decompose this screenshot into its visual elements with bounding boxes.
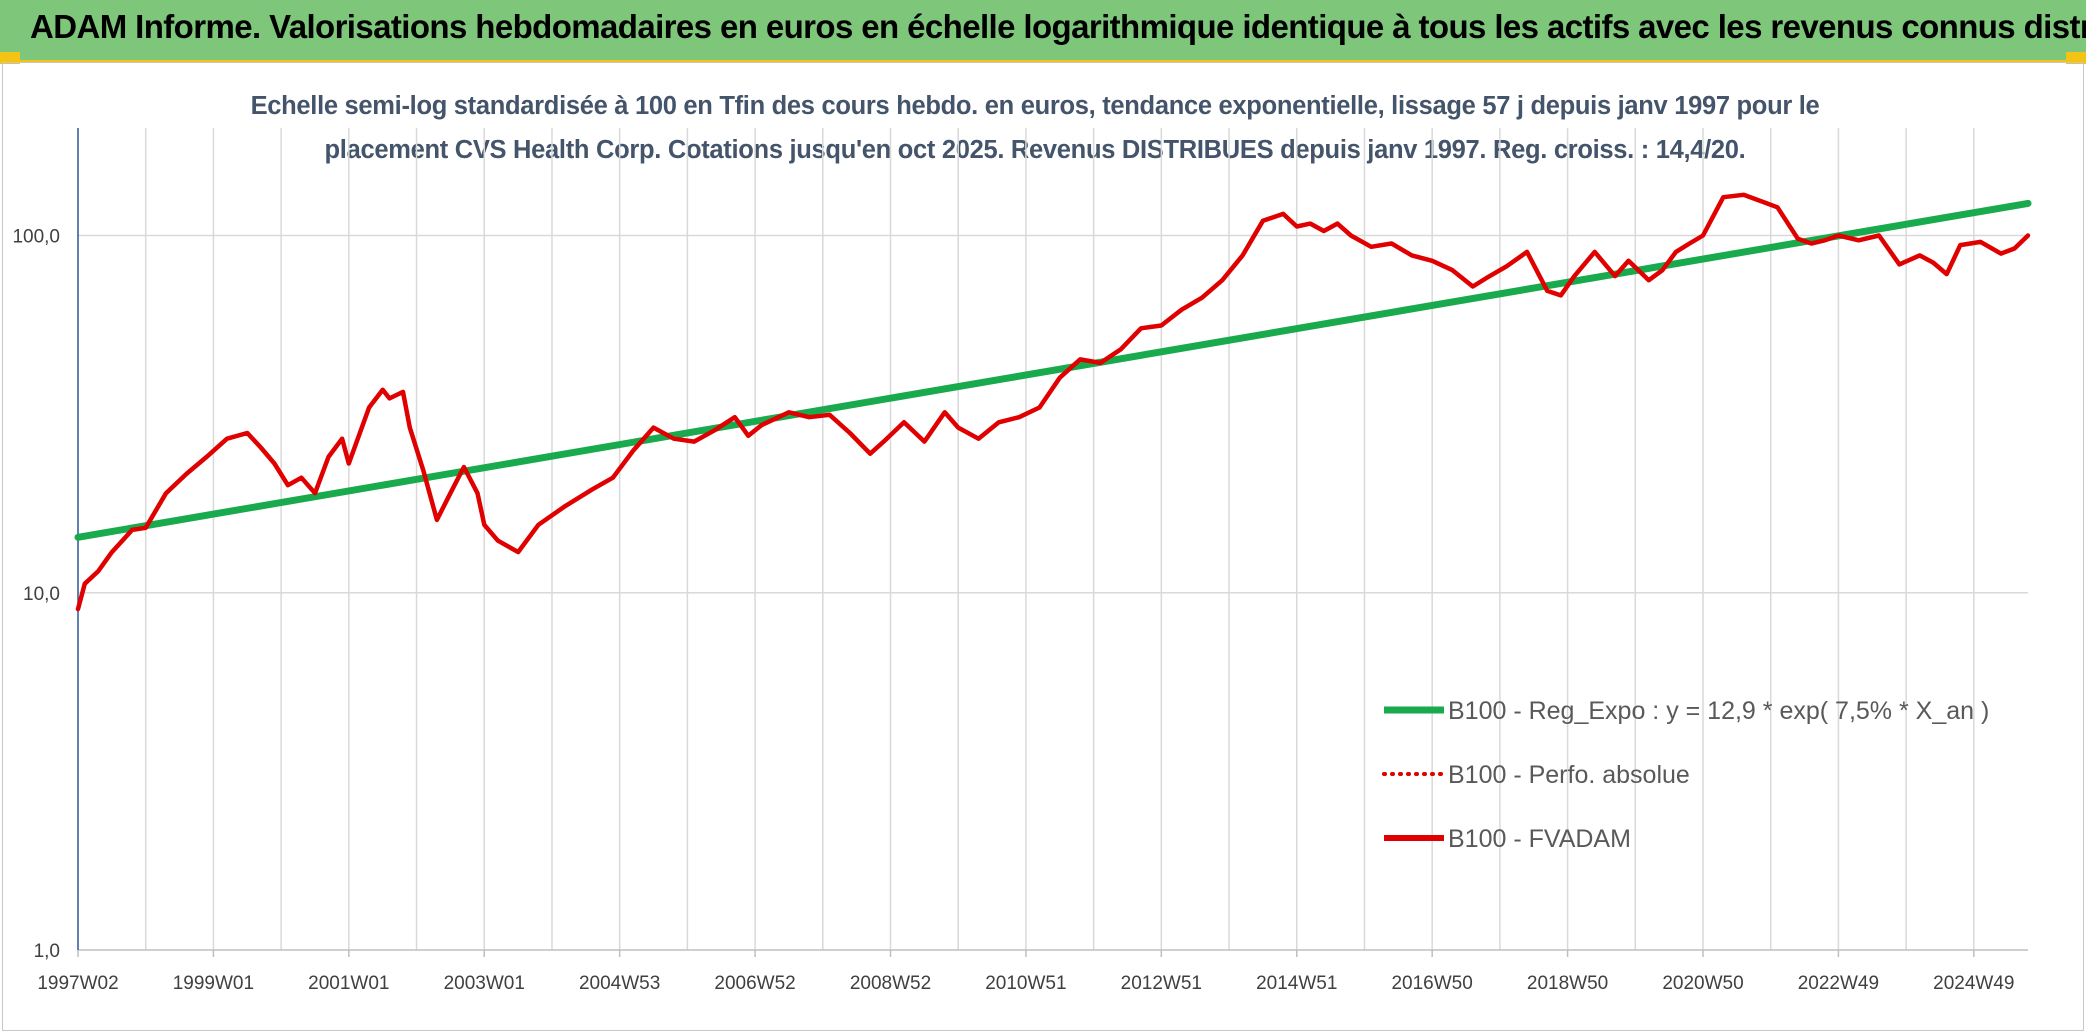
x-tick-label: 2020W50: [1662, 973, 1743, 994]
data-series: [74, 192, 2032, 612]
grid-lines: [78, 128, 2028, 950]
x-tick-label: 2001W01: [308, 973, 389, 994]
x-tick-label: 1999W01: [173, 973, 254, 994]
corner-accent-left: [0, 52, 20, 64]
chart-frame: [2, 62, 2084, 1031]
chart-title-line-2: placement CVS Health Corp. Cotations jus…: [324, 136, 1746, 164]
x-tick-label: 2003W01: [444, 973, 525, 994]
series-line-2: [75, 192, 2031, 612]
y-tick-label: 1,0: [34, 941, 60, 962]
x-tick-label: 2012W51: [1121, 973, 1202, 994]
x-tick-label: 2024W49: [1933, 973, 2014, 994]
corner-accent-right: [2066, 52, 2086, 64]
report-title: ADAM Informe. Valorisations hebdomadaire…: [30, 8, 2086, 45]
x-tick-label: 2022W49: [1798, 973, 1879, 994]
x-tick-label: 2014W51: [1256, 973, 1337, 994]
legend-label: B100 - FVADAM: [1448, 825, 1631, 853]
x-tick-label: 2016W50: [1391, 973, 1472, 994]
y-tick-label: 10,0: [23, 584, 60, 605]
x-tick-label: 2018W50: [1527, 973, 1608, 994]
x-tick-label: 2010W51: [985, 973, 1066, 994]
chart-title: Echelle semi-log standardisée à 100 en T…: [160, 84, 1910, 172]
x-tick-label: 1997W02: [37, 973, 118, 994]
regression-trend-line: [74, 199, 2032, 541]
legend-label: B100 - Perfo. absolue: [1448, 761, 1690, 789]
chart-title-line-1: Echelle semi-log standardisée à 100 en T…: [250, 92, 1820, 120]
y-tick-label: 100,0: [12, 227, 60, 248]
x-tick-label: 2004W53: [579, 973, 660, 994]
legend-label: B100 - Reg_Expo : y = 12,9 * exp( 7,5% *…: [1448, 697, 1989, 725]
x-tick-label: 2006W52: [714, 973, 795, 994]
report-header: ADAM Informe. Valorisations hebdomadaire…: [0, 0, 2086, 62]
x-tick-label: 2008W52: [850, 973, 931, 994]
legend: B100 - Reg_Expo : y = 12,9 * exp( 7,5% *…: [1382, 697, 1989, 853]
